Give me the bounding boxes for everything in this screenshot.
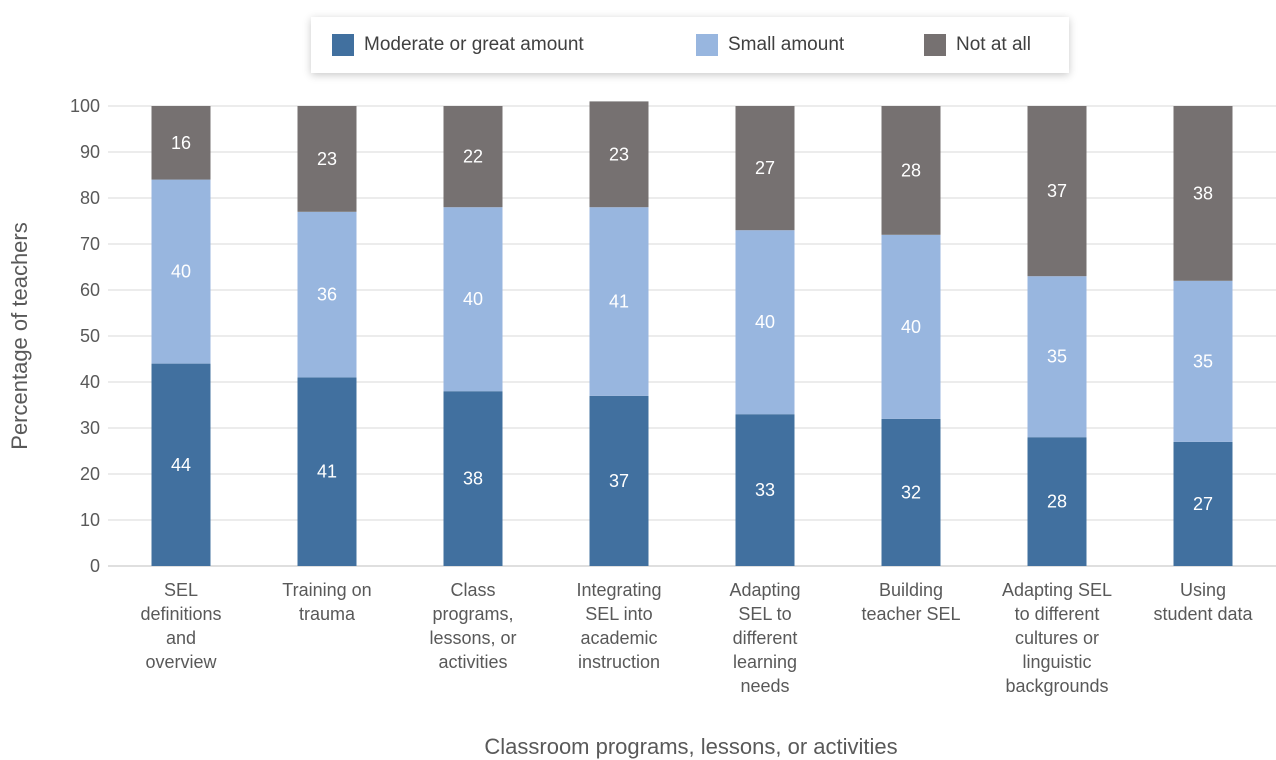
bar-not-at-all: [1173, 106, 1233, 281]
data-label-small: 35: [1047, 347, 1067, 367]
y-tick-label: 50: [80, 326, 100, 346]
bar-small: [297, 211, 357, 378]
data-label-not-at-all: 27: [755, 158, 775, 178]
bar-small: [881, 234, 941, 419]
data-label-small: 40: [171, 262, 191, 282]
legend-label-moderate: Moderate or great amount: [364, 34, 584, 55]
data-label-moderate: 37: [609, 471, 629, 491]
y-tick-label: 30: [80, 418, 100, 438]
bar-not-at-all: [151, 106, 211, 180]
data-label-moderate: 32: [901, 482, 921, 502]
gridlines: [108, 105, 1276, 567]
legend-item-small: Small amount: [696, 17, 844, 73]
chart-legend: Moderate or great amount Small amount No…: [311, 17, 1069, 73]
data-label-not-at-all: 22: [463, 147, 483, 167]
bar-moderate: [735, 414, 795, 566]
data-label-not-at-all: 23: [317, 149, 337, 169]
bar-small: [735, 230, 795, 415]
data-label-small: 36: [317, 285, 337, 305]
data-label-moderate: 28: [1047, 492, 1067, 512]
bar-small: [1027, 276, 1087, 438]
bar-not-at-all: [735, 106, 795, 231]
y-tick-label: 40: [80, 372, 100, 392]
bar-moderate: [589, 395, 649, 566]
data-label-small: 40: [755, 312, 775, 332]
x-tick-label: Training on trauma: [282, 580, 371, 624]
bar-not-at-all: [589, 101, 649, 208]
bar-small: [1173, 280, 1233, 442]
bar-moderate: [151, 363, 211, 566]
data-label-not-at-all: 23: [609, 144, 629, 164]
y-axis-title: Percentage of teachers: [7, 222, 32, 449]
legend-label-not-at-all: Not at all: [956, 34, 1031, 55]
bar-moderate: [881, 418, 941, 566]
data-label-not-at-all: 16: [171, 133, 191, 153]
data-label-moderate: 44: [171, 455, 191, 475]
bar-not-at-all: [1027, 106, 1087, 277]
bar-moderate: [297, 377, 357, 566]
legend-label-small: Small amount: [728, 34, 845, 55]
y-tick-label: 10: [80, 510, 100, 530]
data-label-moderate: 41: [317, 462, 337, 482]
y-tick-label: 90: [80, 142, 100, 162]
bar-small: [589, 207, 649, 396]
bar-moderate: [1027, 437, 1087, 566]
bar-small: [443, 207, 503, 392]
y-tick-label: 60: [80, 280, 100, 300]
x-tick-label: Adapting SEL to different learning needs: [729, 580, 800, 696]
bar-not-at-all: [443, 106, 503, 208]
x-tick-label: Class programs, lessons, or activities: [429, 580, 516, 672]
y-tick-label: 100: [70, 96, 100, 116]
legend-item-not-at-all: Not at all: [924, 17, 1031, 73]
bars: [151, 101, 1233, 566]
data-label-not-at-all: 28: [901, 160, 921, 180]
data-label-not-at-all: 37: [1047, 181, 1067, 201]
data-label-not-at-all: 38: [1193, 183, 1213, 203]
bar-small: [151, 179, 211, 364]
bar-not-at-all: [297, 106, 357, 212]
x-tick-label: Integrating SEL into academic instruction: [576, 580, 661, 672]
bar-moderate: [443, 391, 503, 566]
data-label-moderate: 33: [755, 480, 775, 500]
data-label-small: 40: [901, 317, 921, 337]
bar-moderate: [1173, 441, 1233, 566]
y-tick-label: 0: [90, 556, 100, 576]
x-tick-label: Using student data: [1153, 580, 1253, 624]
y-tick-label: 20: [80, 464, 100, 484]
data-label-small: 41: [609, 292, 629, 312]
data-label-moderate: 27: [1193, 494, 1213, 514]
legend-swatch-small: [696, 34, 718, 56]
x-tick-label: SEL definitions and overview: [140, 580, 221, 672]
x-tick-label: Adapting SEL to different cultures or lingu…: [1002, 580, 1112, 696]
labels: 0 10 20 30 40 50 60 70 80 90 100 44 40 16 SEL definitio…: [70, 96, 1254, 696]
x-tick-label: Building teacher SEL: [861, 580, 960, 624]
legend-swatch-not-at-all: [924, 34, 946, 56]
legend-item-moderate: Moderate or great amount: [332, 17, 584, 73]
x-axis-title: Classroom programs, lessons, or activiti…: [484, 734, 897, 759]
bar-not-at-all: [881, 106, 941, 235]
data-label-small: 40: [463, 289, 483, 309]
data-label-small: 35: [1193, 351, 1213, 371]
legend-swatch-moderate: [332, 34, 354, 56]
data-label-moderate: 38: [463, 469, 483, 489]
y-tick-label: 80: [80, 188, 100, 208]
y-tick-label: 70: [80, 234, 100, 254]
